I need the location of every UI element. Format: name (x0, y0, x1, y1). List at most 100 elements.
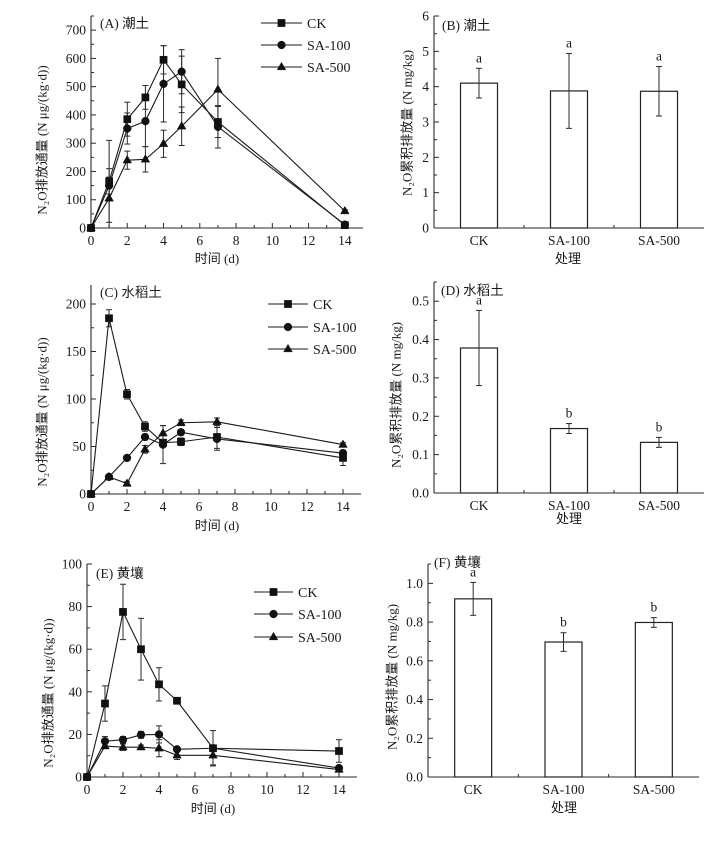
data-point-sa-100 (176, 428, 186, 437)
legend-item-ck: CK (268, 298, 332, 313)
data-point-sa-100 (122, 453, 132, 463)
category-label: SA-100 (548, 233, 590, 248)
y-tick-label: 0 (79, 221, 86, 236)
x-axis-title: 处理 (555, 251, 581, 266)
series-line-sa-500 (90, 88, 346, 229)
data-point-sa-500 (338, 439, 348, 448)
data-point-sa-500 (86, 222, 96, 232)
y-tick-label: 0.5 (412, 294, 429, 309)
bar-sa-100 (549, 427, 589, 494)
significance-letter: b (566, 406, 573, 421)
panel-title: (E) 黄壤 (96, 565, 144, 581)
error-bar-sa-100 (566, 423, 572, 435)
legend-label: SA-500 (307, 61, 351, 76)
significance-letter: a (476, 292, 482, 307)
y-tick-label: 0 (422, 221, 429, 236)
error-bar-sa-100 (560, 632, 567, 652)
data-point-ck (155, 680, 163, 689)
data-point-ck (137, 645, 145, 654)
x-tick-label: 4 (160, 233, 167, 248)
data-point-sa-100 (141, 117, 150, 126)
legend: CK SA-100 SA-500 (268, 298, 357, 358)
data-point-ck (177, 80, 186, 89)
x-tick-label: 14 (338, 233, 352, 248)
data-point-sa-500 (86, 488, 96, 498)
significance-letter: a (470, 564, 476, 579)
data-point-sa-500 (334, 764, 344, 773)
y-tick-label: 0.4 (412, 332, 429, 347)
x-tick-label: 2 (124, 499, 131, 514)
data-point-sa-100 (136, 730, 146, 739)
data-point-ck (101, 699, 109, 708)
bar-sa-500 (634, 621, 673, 778)
data-point-sa-500 (158, 428, 168, 437)
error-bar-sa-500 (656, 436, 662, 448)
data-point-sa-500 (136, 742, 146, 751)
y-tick-label: 700 (66, 23, 87, 38)
y-axis-title: N₂O累积排放量 (N mg/kg) (400, 50, 415, 196)
x-tick-label: 2 (124, 233, 131, 248)
error-bar-sa-100 (566, 52, 572, 129)
legend-item-sa-100: SA-100 (268, 321, 357, 336)
y-tick-label: 0.6 (406, 653, 423, 668)
category-label: SA-100 (542, 782, 584, 797)
x-tick-label: 12 (300, 499, 314, 514)
x-tick-label: 6 (196, 233, 203, 248)
legend-label: CK (307, 17, 326, 32)
y-tick-label: 20 (69, 727, 83, 742)
data-point-sa-500 (140, 444, 150, 453)
data-point-ck (123, 115, 132, 124)
x-tick-label: 14 (332, 782, 346, 797)
y-tick-label: 2 (422, 150, 429, 165)
x-tick-label: 0 (88, 499, 95, 514)
legend-item-ck: CK (254, 586, 317, 601)
legend-square-marker-icon (269, 588, 278, 596)
data-point-ck (173, 696, 181, 705)
bar-ck (454, 598, 493, 778)
x-tick-label: 12 (302, 233, 316, 248)
significance-letter: b (656, 419, 663, 434)
significance-letter: b (650, 600, 657, 615)
y-tick-label: 200 (66, 297, 87, 312)
y-tick-label: 1 (422, 185, 429, 200)
data-point-sa-100 (159, 79, 168, 88)
series-line-ck (90, 58, 346, 229)
y-tick-label: 0 (79, 487, 86, 502)
data-point-sa-100 (104, 181, 114, 190)
data-point-sa-100 (212, 434, 222, 444)
category-label: CK (470, 233, 489, 248)
y-tick-label: 60 (69, 642, 83, 657)
y-tick-label: 0.1 (412, 447, 429, 462)
panel-title: (C) 水稻土 (100, 285, 162, 300)
legend-item-ck: CK (261, 17, 326, 32)
x-tick-label: 10 (266, 233, 280, 248)
data-point-ck (105, 314, 113, 323)
data-point-sa-100 (338, 449, 348, 458)
series-line-ck (86, 610, 340, 778)
significance-letter: b (560, 615, 567, 630)
data-point-sa-500 (208, 750, 218, 759)
legend-square-marker-icon (277, 19, 286, 27)
data-point-sa-500 (140, 154, 151, 163)
data-point-sa-100 (123, 124, 132, 133)
data-point-sa-500 (158, 138, 169, 147)
y-tick-label: 5 (422, 44, 429, 59)
legend-triangle-marker-icon (283, 343, 293, 353)
significance-letter: a (566, 35, 572, 50)
data-point-sa-100 (177, 67, 186, 76)
series-line-ck (90, 318, 344, 495)
y-tick-label: 0 (75, 770, 82, 785)
y-tick-label: 6 (422, 9, 429, 24)
y-axis-title: N₂O累积排放量 (N mg/kg) (385, 604, 400, 750)
category-label: SA-100 (548, 498, 590, 513)
y-tick-label: 80 (69, 599, 83, 614)
legend-label: SA-100 (307, 39, 351, 54)
y-tick-label: 0.4 (406, 692, 423, 707)
y-tick-label: 40 (69, 684, 83, 699)
data-point-sa-500 (212, 416, 222, 425)
x-tick-label: 10 (260, 782, 274, 797)
